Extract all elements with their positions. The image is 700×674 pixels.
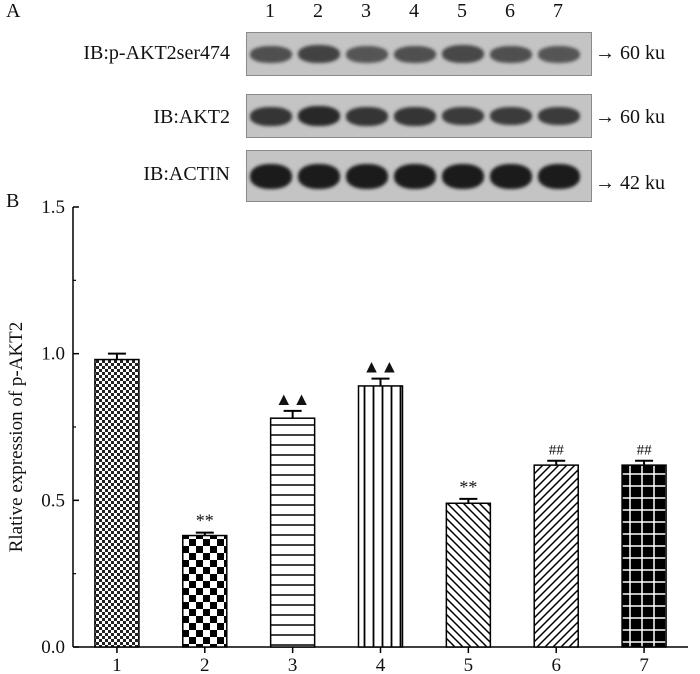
lane-number: 5 bbox=[457, 0, 467, 22]
blot-band bbox=[442, 164, 484, 189]
bar bbox=[533, 464, 579, 648]
y-tick-label: 1.5 bbox=[41, 197, 65, 218]
blot-band bbox=[394, 46, 436, 63]
blot-band bbox=[490, 107, 532, 125]
bar bbox=[94, 358, 140, 648]
x-tick-label: 2 bbox=[200, 655, 210, 674]
x-tick-label: 7 bbox=[639, 655, 649, 674]
blot-band bbox=[394, 164, 436, 189]
lane-number: 4 bbox=[409, 0, 419, 22]
lane-number: 3 bbox=[361, 0, 371, 22]
bar bbox=[269, 417, 316, 648]
significance-marker: ## bbox=[549, 443, 565, 459]
bar bbox=[621, 464, 667, 648]
lane-number: 7 bbox=[553, 0, 563, 22]
lane-number: 6 bbox=[505, 0, 515, 22]
blot-band bbox=[298, 45, 340, 63]
significance-marker: ▲▲ bbox=[363, 357, 399, 377]
western-blot-strip bbox=[246, 94, 592, 138]
blot-band bbox=[538, 164, 580, 189]
blot-band bbox=[346, 107, 388, 126]
x-tick-label: 6 bbox=[551, 655, 561, 674]
y-axis-title: Rlative expression of p-AKT2 bbox=[6, 322, 27, 553]
blot-label: IB:ACTIN bbox=[143, 163, 230, 185]
blot-band bbox=[394, 107, 436, 126]
blot-band bbox=[490, 164, 532, 189]
panel-a-letter: A bbox=[6, 0, 21, 22]
significance-marker: ## bbox=[637, 443, 653, 459]
western-blot-strip bbox=[246, 32, 592, 76]
blot-band bbox=[442, 107, 484, 125]
lane-number: 1 bbox=[265, 0, 275, 22]
significance-marker: ** bbox=[459, 477, 477, 497]
blot-band bbox=[490, 46, 532, 63]
blot-band bbox=[538, 107, 580, 125]
blot-label: IB:p-AKT2ser474 bbox=[83, 42, 230, 64]
blot-band bbox=[298, 106, 340, 126]
y-tick-label: 0.0 bbox=[41, 637, 65, 658]
y-tick-label: 0.5 bbox=[41, 490, 65, 511]
blot-band bbox=[346, 46, 388, 63]
x-tick-label: 4 bbox=[376, 655, 386, 674]
blot-size-marker: → 60 ku bbox=[595, 42, 665, 64]
lane-number: 2 bbox=[313, 0, 323, 22]
blot-band bbox=[250, 164, 292, 189]
x-tick-label: 1 bbox=[112, 655, 122, 674]
bar bbox=[445, 502, 492, 648]
x-tick-label: 3 bbox=[288, 655, 298, 674]
blot-band bbox=[298, 164, 340, 189]
y-tick-label: 1.0 bbox=[41, 344, 65, 365]
blot-label: IB:AKT2 bbox=[153, 106, 230, 128]
significance-marker: ▲▲ bbox=[275, 389, 311, 409]
blot-size-marker: → 60 ku bbox=[595, 106, 665, 128]
blot-band bbox=[346, 164, 388, 189]
blot-band bbox=[250, 46, 292, 63]
bar bbox=[357, 385, 404, 648]
blot-band bbox=[250, 107, 292, 126]
blot-band bbox=[538, 46, 580, 63]
blot-size-marker: → 42 ku bbox=[595, 172, 665, 194]
significance-marker: ** bbox=[196, 511, 214, 531]
panel-b-letter: B bbox=[6, 190, 20, 212]
blot-band bbox=[442, 45, 484, 63]
bar bbox=[182, 534, 228, 648]
chart-bars bbox=[94, 352, 667, 648]
x-tick-label: 5 bbox=[464, 655, 474, 674]
chart-labels: 0.0 0.5 1.0 1.5 Rlative expression of p-AKT2… bbox=[6, 197, 652, 674]
western-blot-strip bbox=[246, 150, 592, 202]
